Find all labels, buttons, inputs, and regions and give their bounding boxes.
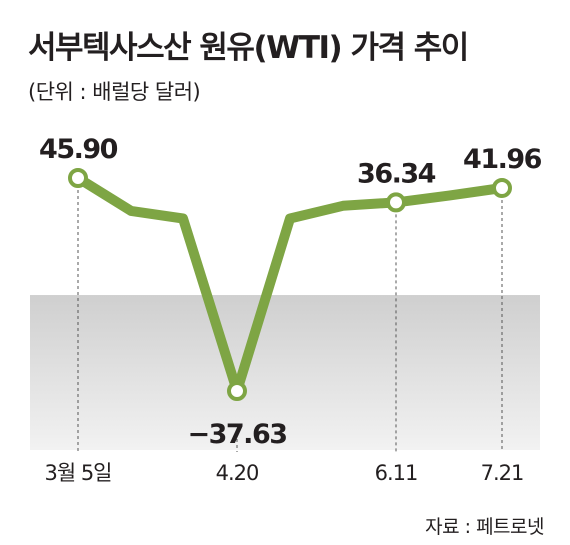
x-tick-label: 7.21: [481, 461, 524, 485]
data-point-marker: [227, 381, 247, 401]
chart-title: 서부텍사스산 원유(WTI) 가격 추이: [28, 30, 469, 66]
price-line: [73, 173, 507, 396]
source-note: 자료 : 페트로넷: [425, 516, 544, 538]
data-point-marker: [68, 168, 88, 188]
data-point-marker: [492, 178, 512, 198]
x-tick-label: 6.11: [375, 461, 418, 485]
x-tick-label: 3월 5일: [44, 461, 111, 485]
x-tick-label: 4.20: [216, 461, 259, 485]
data-label: 41.96: [463, 144, 542, 175]
data-label: 45.90: [39, 134, 118, 165]
data-label: 36.34: [357, 158, 436, 189]
negative-price-band: [30, 295, 540, 450]
unit-label: (단위 : 배럴당 달러): [28, 80, 201, 104]
data-label: −37.63: [187, 419, 286, 450]
data-point-marker: [386, 192, 406, 213]
